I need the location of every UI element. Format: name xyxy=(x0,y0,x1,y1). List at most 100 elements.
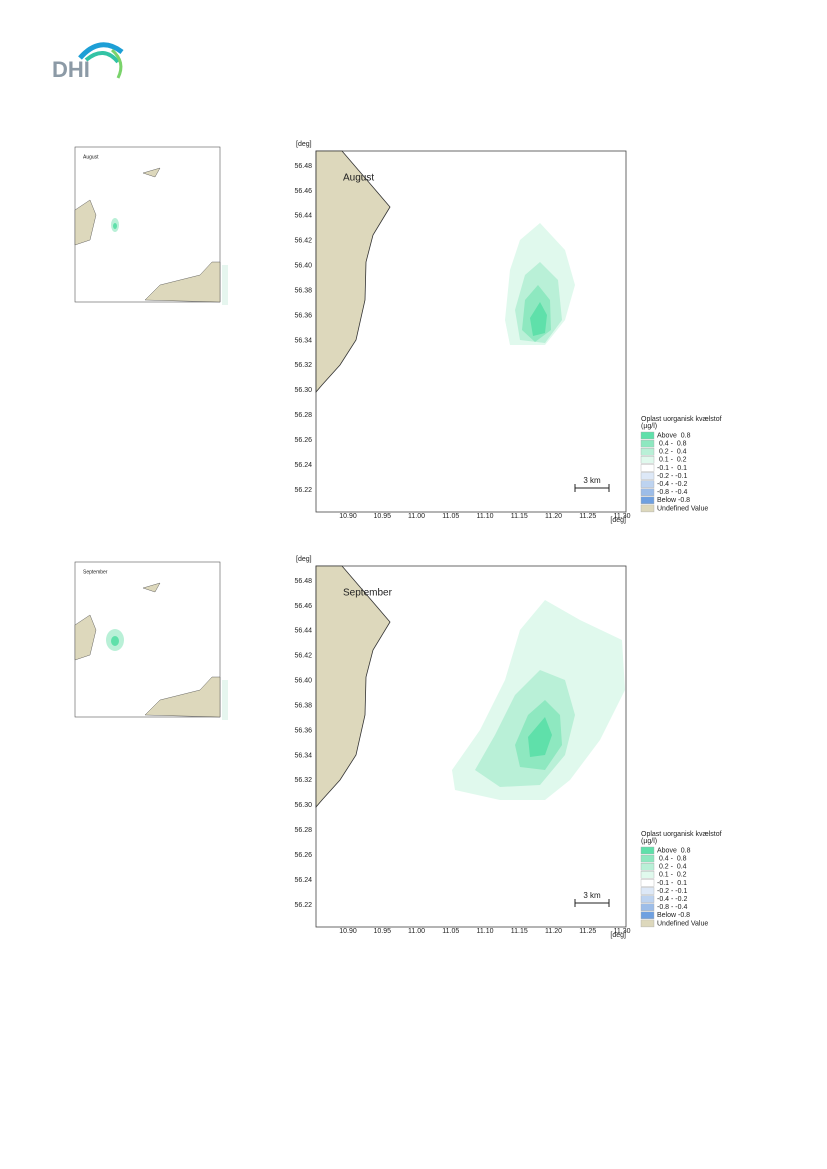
y-tick-label: 56.26 xyxy=(294,437,312,444)
y-tick-label: 56.22 xyxy=(294,902,312,909)
y-tick-label: 56.46 xyxy=(294,603,312,610)
y-tick-label: 56.42 xyxy=(294,653,312,660)
y-tick-label: 56.34 xyxy=(294,752,312,759)
legend-swatch xyxy=(640,863,655,871)
overview-legend xyxy=(222,265,228,305)
map-panel: September September [deg] [deg] 56.48 56.46 56… xyxy=(74,556,722,939)
scale-bar-label: 3 km xyxy=(583,476,601,485)
y-tick-label: 56.34 xyxy=(294,337,312,344)
y-tick-label: 56.30 xyxy=(294,802,312,809)
x-tick-label: 11.05 xyxy=(442,928,459,935)
legend-swatch xyxy=(640,480,655,488)
legend-swatch xyxy=(640,903,655,911)
y-tick-label: 56.46 xyxy=(294,188,312,195)
legend-label: -0.4 - -0.2 xyxy=(657,896,687,903)
y-tick-label: 56.36 xyxy=(294,312,312,319)
overview-land xyxy=(142,167,161,178)
legend-label: Above 0.8 xyxy=(657,432,691,439)
y-tick-label: 56.40 xyxy=(294,263,312,270)
y-tick-label: 56.22 xyxy=(294,487,312,494)
legend-label: -0.8 - -0.4 xyxy=(657,489,687,496)
logo: DHI xyxy=(52,42,124,82)
legend-label: Above 0.8 xyxy=(657,847,691,854)
x-unit: [deg] xyxy=(610,517,626,524)
x-tick-label: 11.25 xyxy=(579,928,596,935)
legend-unit: (µg/l) xyxy=(641,423,657,430)
month-label: August xyxy=(343,173,374,184)
overview-plume xyxy=(111,636,119,646)
legend-swatch xyxy=(640,919,655,928)
overview-legend xyxy=(222,680,228,720)
legend-label: -0.4 - -0.2 xyxy=(657,481,687,488)
y-tick-label: 56.42 xyxy=(294,238,312,245)
x-tick-label: 10.95 xyxy=(373,928,391,935)
x-tick-label: 11.25 xyxy=(579,513,596,520)
y-tick-label: 56.44 xyxy=(294,213,312,220)
map-panel: August August [deg] [deg] 56.48 56.46 56.44 56.… xyxy=(74,141,722,524)
overview-land xyxy=(144,261,221,303)
legend-label: 0.2 - 0.4 xyxy=(657,449,687,456)
legend-swatch xyxy=(640,871,655,879)
land xyxy=(315,565,391,809)
y-tick-label: 56.38 xyxy=(294,702,312,709)
y-tick-label: 56.32 xyxy=(294,362,312,369)
y-tick-label: 56.48 xyxy=(294,163,312,170)
legend-label: Undefined Value xyxy=(657,505,708,512)
legend-label: 0.2 - 0.4 xyxy=(657,864,687,871)
legend-label: Undefined Value xyxy=(657,920,708,927)
legend-swatch xyxy=(640,879,655,887)
overview-land xyxy=(142,582,161,593)
y-unit: [deg] xyxy=(296,141,312,148)
legend-swatch xyxy=(640,911,655,919)
legend-label: -0.1 - 0.1 xyxy=(657,465,687,472)
overview-month-label: September xyxy=(83,569,108,575)
y-tick-label: 56.44 xyxy=(294,628,312,635)
overview-land xyxy=(74,199,97,246)
x-tick-label: 11.10 xyxy=(477,513,494,520)
plume-contour xyxy=(530,302,547,336)
legend-label: Below -0.8 xyxy=(657,912,690,919)
legend-swatch xyxy=(640,448,655,456)
legend-swatch xyxy=(640,895,655,903)
legend-label: 0.4 - 0.8 xyxy=(657,856,687,863)
x-tick-label: 11.15 xyxy=(511,513,528,520)
legend-label: -0.1 - 0.1 xyxy=(657,880,687,887)
legend-swatch xyxy=(640,887,655,895)
x-tick-label: 11.15 xyxy=(511,928,528,935)
x-tick-label: 10.90 xyxy=(339,928,357,935)
legend-swatch xyxy=(640,496,655,504)
legend-swatch xyxy=(640,464,655,472)
plume-contour xyxy=(528,717,552,757)
x-tick-label: 11.00 xyxy=(408,928,425,935)
y-tick-label: 56.24 xyxy=(294,877,312,884)
legend-label: -0.2 - -0.1 xyxy=(657,888,687,895)
land xyxy=(315,150,391,394)
legend-swatch xyxy=(640,488,655,496)
x-tick-label: 11.30 xyxy=(614,513,631,520)
x-tick-label: 10.95 xyxy=(373,513,391,520)
legend-swatch xyxy=(640,504,655,513)
x-tick-label: 11.10 xyxy=(477,928,494,935)
scale-bar xyxy=(574,899,610,907)
overview-plume xyxy=(113,223,117,229)
logo-text: DHI xyxy=(52,57,90,82)
y-tick-label: 56.48 xyxy=(294,578,312,585)
y-unit: [deg] xyxy=(296,556,312,563)
legend-label: 0.4 - 0.8 xyxy=(657,441,687,448)
legend-unit: (µg/l) xyxy=(641,838,657,845)
x-unit: [deg] xyxy=(610,932,626,939)
x-tick-label: 11.05 xyxy=(442,513,459,520)
legend-swatch xyxy=(640,472,655,480)
legend-swatch xyxy=(640,854,655,863)
legend-label: 0.1 - 0.2 xyxy=(657,457,687,464)
overview-land xyxy=(74,614,97,661)
legend-swatch xyxy=(640,456,655,464)
legend-label: -0.2 - -0.1 xyxy=(657,473,687,480)
scale-bar xyxy=(574,484,610,492)
legend-title: Oplast uorganisk kvælstof xyxy=(641,416,722,423)
y-tick-label: 56.24 xyxy=(294,462,312,469)
x-tick-label: 11.20 xyxy=(545,513,562,520)
y-tick-label: 56.26 xyxy=(294,852,312,859)
y-tick-label: 56.32 xyxy=(294,777,312,784)
